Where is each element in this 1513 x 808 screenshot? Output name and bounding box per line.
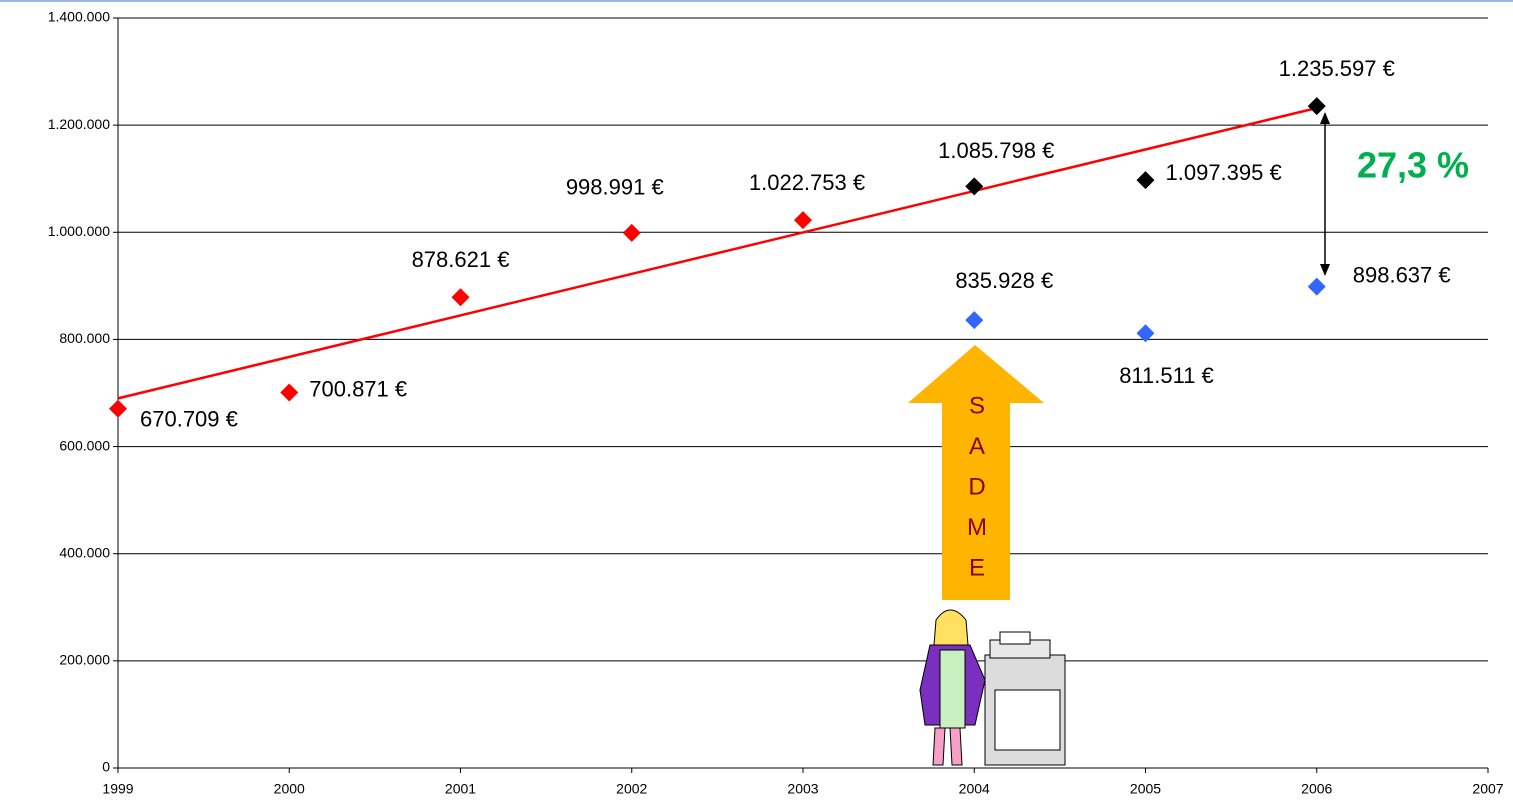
marker [622, 223, 641, 242]
clipart [919, 609, 1066, 766]
y-tick-label: 1.000.000 [48, 223, 110, 239]
x-tick-label: 2003 [787, 781, 818, 797]
data-label: 898.637 € [1353, 262, 1451, 287]
data-label: 1.022.753 € [749, 170, 865, 195]
data-label: 700.871 € [309, 376, 407, 401]
dress [939, 649, 966, 729]
y-tick-label: 200.000 [59, 652, 110, 668]
x-tick-label: 2004 [959, 781, 990, 797]
x-tick-label: 2006 [1301, 781, 1332, 797]
marker [1307, 97, 1326, 116]
data-label: 1.235.597 € [1279, 56, 1395, 81]
marker [451, 288, 470, 307]
marker [1136, 171, 1155, 190]
data-label: 1.085.798 € [938, 138, 1054, 163]
data-label: 1.097.395 € [1166, 160, 1282, 185]
trend-line [117, 106, 1318, 400]
marker [1307, 277, 1326, 296]
x-tick-label: 2005 [1130, 781, 1161, 797]
copier-lid [999, 631, 1031, 645]
legs [932, 727, 963, 766]
arrow-letter: S [969, 392, 985, 419]
copier-tray [994, 689, 1061, 751]
marker [1136, 324, 1155, 343]
arrow-head [1320, 264, 1330, 276]
data-label: 811.511 € [1119, 363, 1214, 388]
arrow-letter: M [967, 514, 987, 541]
x-tick-label: 2000 [274, 781, 305, 797]
marker [965, 311, 984, 330]
arrow-letter: D [968, 473, 985, 500]
data-label: 878.621 € [412, 247, 510, 272]
y-tick-label: 600.000 [59, 437, 110, 453]
y-tick-label: 400.000 [59, 544, 110, 560]
hair [933, 609, 969, 646]
arrow-head [1320, 112, 1330, 124]
data-label: 998.991 € [566, 175, 664, 200]
x-tick-label: 1999 [102, 781, 133, 797]
sadme-arrow [908, 345, 1044, 600]
y-tick-label: 0 [102, 759, 110, 775]
data-label: 670.709 € [140, 407, 238, 432]
x-tick-label: 2002 [616, 781, 647, 797]
grid [113, 17, 1489, 773]
x-tick-label: 2007 [1472, 781, 1503, 797]
marker [794, 211, 812, 230]
arrow-letter: A [969, 433, 985, 460]
marker [965, 177, 984, 196]
y-tick-label: 800.000 [59, 330, 110, 346]
growth-label: 27,3 % [1357, 145, 1469, 186]
y-tick-label: 1.200.000 [48, 116, 110, 132]
arrow-letter: E [969, 554, 985, 581]
data-label: 835.928 € [955, 268, 1053, 293]
y-tick-label: 1.400.000 [48, 9, 110, 25]
marker [109, 399, 127, 418]
marker [280, 383, 299, 402]
x-tick-label: 2001 [445, 781, 476, 797]
